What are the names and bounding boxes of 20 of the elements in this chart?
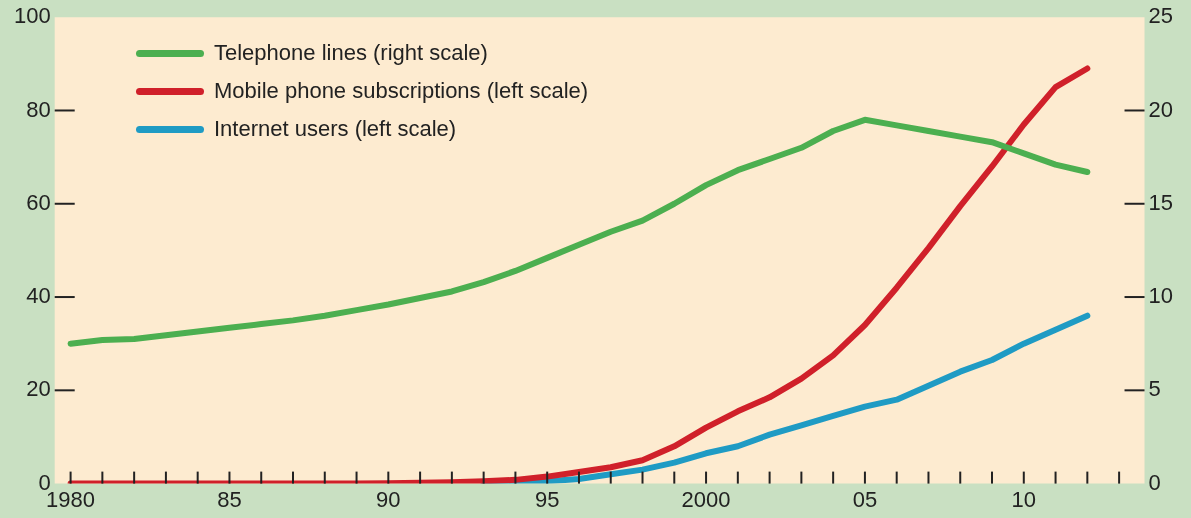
y-tick-label: 80 <box>26 96 51 122</box>
y-tick-label: 20 <box>26 376 51 402</box>
y2-tick-label: 5 <box>1148 376 1161 402</box>
legend-label: Mobile phone subscriptions (left scale) <box>214 77 589 105</box>
x-tick-label: 2000 <box>681 486 731 512</box>
y2-tick-label: 15 <box>1148 189 1174 215</box>
x-tick-label: 95 <box>534 486 560 512</box>
legend-label: Telephone lines (right scale) <box>214 39 488 67</box>
y2-tick-label: 20 <box>1148 96 1174 122</box>
y2-tick-label: 25 <box>1148 3 1174 29</box>
y2-tick-label: 0 <box>1148 469 1161 495</box>
x-tick-label: 10 <box>1011 486 1037 512</box>
legend-label: Internet users (left scale) <box>214 115 457 143</box>
y-tick-label: 100 <box>13 3 51 29</box>
x-tick-label: 85 <box>217 486 242 512</box>
y-tick-label: 60 <box>26 189 51 215</box>
y2-tick-label: 10 <box>1148 283 1174 309</box>
y-tick-label: 40 <box>26 283 51 309</box>
x-tick-label: 90 <box>376 486 401 512</box>
x-tick-label: 05 <box>852 486 878 512</box>
